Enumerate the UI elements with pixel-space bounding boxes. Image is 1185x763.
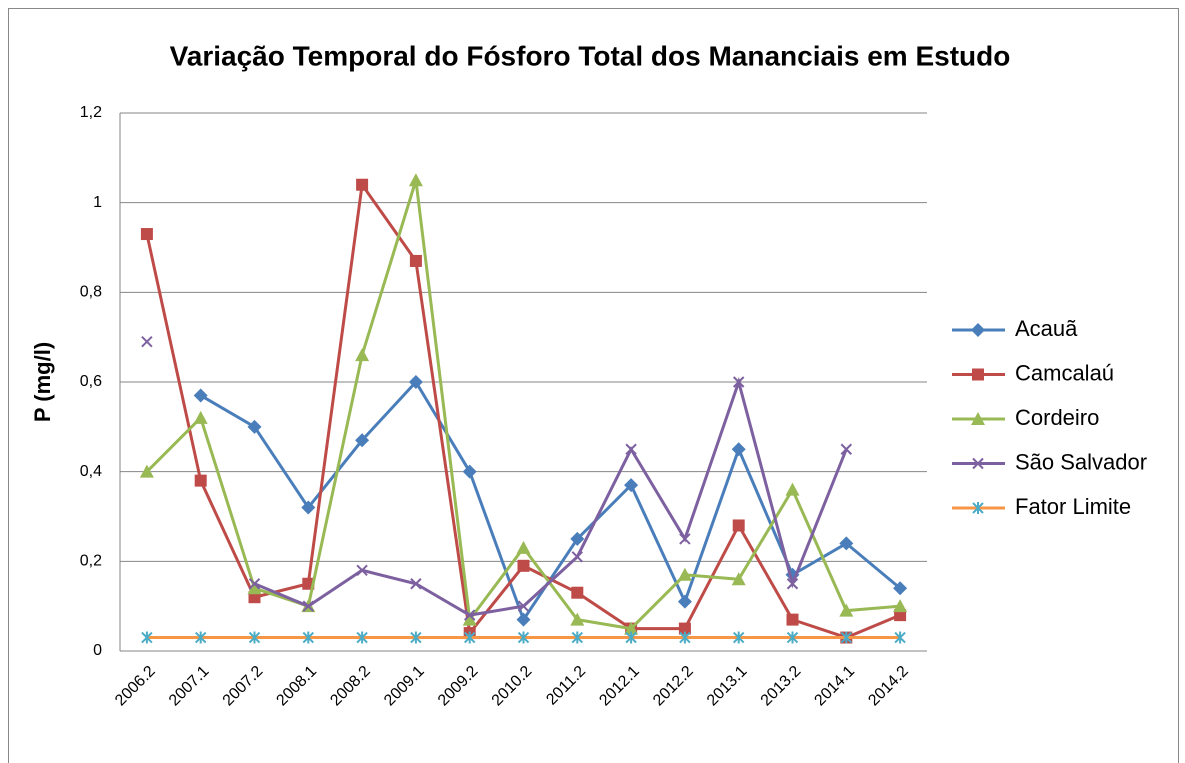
marker [677, 594, 692, 609]
marker [301, 500, 316, 515]
marker [194, 474, 207, 487]
marker [355, 433, 370, 448]
marker [517, 631, 530, 644]
marker [356, 564, 368, 577]
marker [678, 622, 691, 635]
marker [356, 631, 368, 644]
marker [247, 419, 262, 434]
marker [625, 443, 637, 455]
marker [971, 412, 985, 425]
marker [302, 600, 315, 612]
legend-label: Acauã [1015, 316, 1078, 341]
marker [679, 533, 691, 545]
marker [248, 631, 261, 644]
marker [624, 621, 639, 635]
y-tick-label: 1 [93, 194, 102, 211]
marker [894, 631, 906, 644]
marker [194, 631, 207, 644]
marker [463, 609, 476, 621]
marker [463, 631, 476, 644]
marker [193, 410, 208, 424]
marker [785, 482, 800, 496]
marker [972, 502, 984, 514]
marker [839, 603, 854, 617]
marker [972, 368, 984, 381]
y-tick-label: 0,4 [80, 463, 102, 480]
marker [840, 631, 853, 644]
marker [786, 631, 799, 644]
marker [247, 581, 262, 595]
chart-border [8, 8, 1179, 763]
marker [893, 599, 908, 613]
marker [571, 586, 584, 599]
marker [679, 631, 691, 644]
marker [786, 613, 799, 626]
marker [302, 631, 315, 644]
y-tick-label: 1,2 [80, 104, 102, 121]
marker [517, 559, 530, 572]
legend-label: São Salvador [1015, 449, 1147, 474]
marker [517, 600, 530, 612]
marker [840, 443, 853, 455]
y-axis-label: P (mg/l) [30, 342, 55, 422]
marker [972, 457, 984, 470]
marker [731, 572, 746, 586]
marker [408, 173, 423, 187]
marker [732, 519, 745, 532]
marker [677, 567, 692, 581]
legend-label: Fator Limite [1015, 494, 1131, 519]
marker [408, 375, 423, 389]
marker [462, 464, 477, 479]
marker [141, 631, 153, 644]
marker [839, 536, 854, 551]
marker [971, 323, 985, 337]
marker [732, 631, 745, 644]
y-tick-label: 0,2 [80, 553, 102, 570]
marker [516, 540, 531, 554]
marker [570, 531, 585, 546]
marker [786, 578, 799, 590]
marker [356, 178, 369, 191]
marker [410, 631, 422, 644]
y-tick-label: 0,8 [80, 284, 102, 301]
marker [570, 612, 585, 626]
marker [355, 348, 370, 362]
marker [248, 578, 261, 590]
marker [731, 442, 746, 457]
marker [625, 631, 637, 644]
marker [462, 612, 477, 626]
marker [141, 335, 153, 348]
legend-label: Camcalaú [1015, 360, 1114, 385]
legend-label: Cordeiro [1015, 405, 1099, 430]
y-tick-label: 0,6 [80, 373, 102, 390]
marker [624, 478, 639, 493]
chart-title: Variação Temporal do Fósforo Total dos M… [170, 40, 1011, 71]
marker [732, 376, 745, 388]
marker [140, 228, 153, 241]
y-tick-label: 0 [93, 642, 102, 659]
marker [516, 612, 531, 627]
marker [410, 578, 422, 590]
series-line [253, 376, 848, 617]
marker [571, 631, 584, 644]
marker [893, 581, 908, 596]
marker [193, 388, 208, 403]
marker [139, 464, 154, 478]
marker [409, 254, 422, 267]
marker [571, 551, 584, 563]
